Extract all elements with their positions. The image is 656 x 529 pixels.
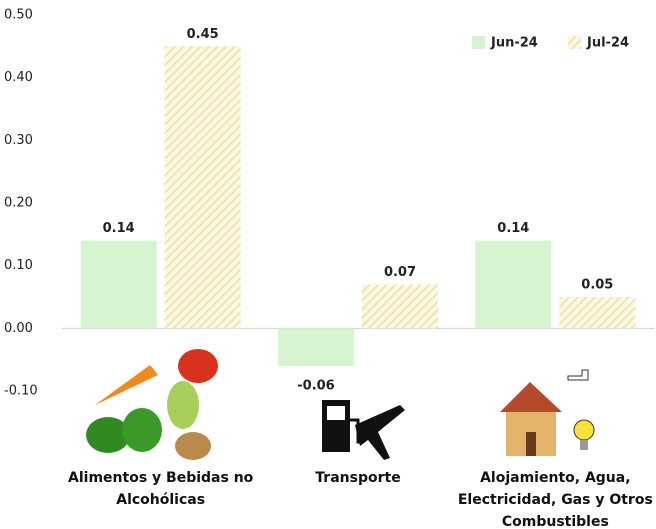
- value-label: 0.14: [103, 221, 135, 236]
- x-tick-label: Alojamiento, Agua, Electricidad, Gas y O…: [450, 467, 656, 529]
- bar: [475, 241, 551, 329]
- legend-swatch: [568, 36, 581, 49]
- value-label: 0.05: [581, 278, 613, 293]
- value-label: 0.14: [497, 221, 529, 236]
- chart-container: -0.10 0.00 0.10 0.20 0.30 0.40 0.50 0.14 0.45 -0.…: [0, 0, 656, 529]
- x-tick-label: Alimentos y Bebidas no Alcohólicas: [56, 467, 266, 511]
- y-tick-label: 0.00: [4, 321, 33, 336]
- housing-icon: [500, 370, 594, 456]
- legend-swatch: [472, 36, 485, 49]
- y-tick-label: 0.30: [4, 133, 33, 148]
- x-tick-label: Transporte: [253, 467, 463, 489]
- chart: -0.10 0.00 0.10 0.20 0.30 0.40 0.50 0.14 0.45 -0.…: [0, 0, 656, 529]
- transport-icon: [322, 400, 405, 460]
- y-tick-label: 0.40: [4, 70, 33, 85]
- bar: [165, 46, 241, 328]
- y-tick-label: 0.20: [4, 196, 33, 211]
- bar: [362, 284, 438, 328]
- y-tick-label: 0.50: [4, 8, 33, 23]
- bar: [81, 241, 157, 329]
- food-icon: [86, 349, 218, 460]
- y-tick-label: -0.10: [4, 384, 38, 399]
- legend-label: Jun-24: [490, 36, 538, 51]
- value-label: 0.45: [187, 27, 219, 42]
- value-label: -0.06: [297, 378, 334, 393]
- bar: [559, 297, 635, 328]
- bar: [278, 328, 354, 366]
- legend-label: Jul-24: [586, 36, 629, 51]
- value-label: 0.07: [384, 265, 416, 280]
- y-tick-label: 0.10: [4, 258, 33, 273]
